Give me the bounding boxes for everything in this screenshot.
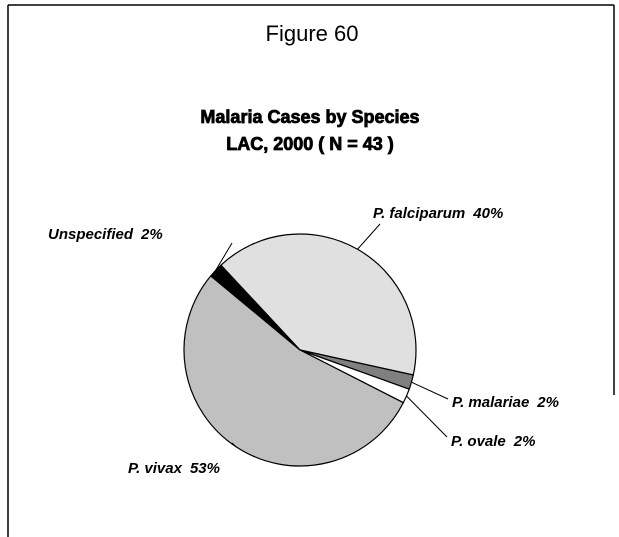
category-label: P. malariae [452,394,529,411]
value-label: 2% [536,394,559,411]
data-label: P. falciparum 40% [373,205,503,222]
value-label: 40% [472,205,503,222]
pie-slice [220,233,417,376]
category-label: P. ovale [451,433,506,450]
category-label: P. vivax [128,460,183,477]
leader-line [411,381,449,400]
value-label: 2% [140,226,163,243]
value-label: 2% [513,433,536,450]
chart-subtitle: LAC, 2000 ( N = 43 ) [226,134,394,154]
category-label: P. falciparum [373,205,465,222]
value-label: 53% [190,460,220,477]
leader-line [231,442,237,448]
leader-line [406,395,448,438]
data-label: P. ovale 2% [451,433,535,450]
data-label: P. vivax 53% [128,460,220,477]
category-label: Unspecified [48,226,134,243]
chart-title: Malaria Cases by Species [200,107,419,127]
leader-line [215,242,233,271]
data-label: P. malariae 2% [452,394,559,411]
figure-label: Figure 60 [266,21,359,46]
leader-line [357,223,381,250]
data-label: Unspecified 2% [48,226,163,243]
